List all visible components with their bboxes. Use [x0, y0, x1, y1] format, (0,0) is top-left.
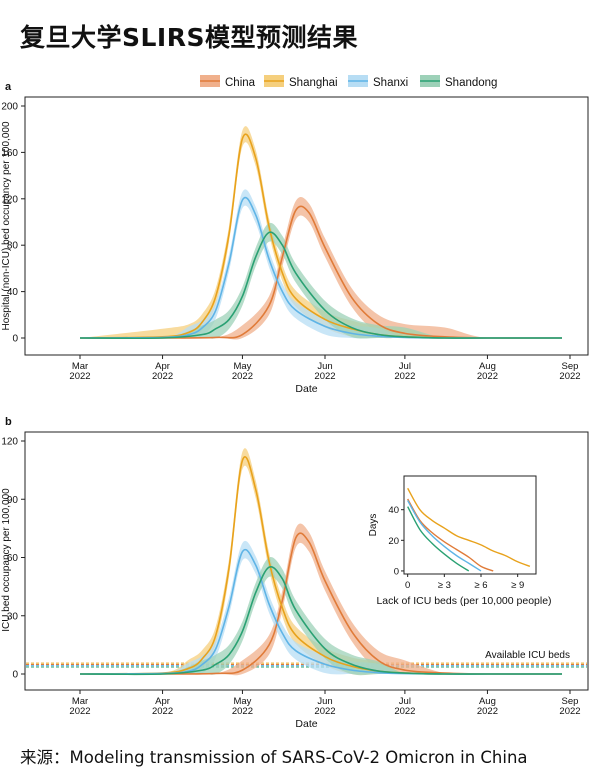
legend-item-shandong: Shandong — [420, 75, 497, 89]
y-tick-label: 200 — [1, 102, 18, 113]
x-tick-label-month: Mar — [72, 361, 88, 372]
x-tick-label-month: May — [233, 696, 251, 707]
y-tick-label: 60 — [7, 553, 19, 564]
legend-item-shanxi: Shanxi — [348, 75, 408, 89]
x-tick-label-year: 2022 — [477, 706, 498, 717]
inset-y-tick-label: 20 — [388, 536, 399, 547]
line-china — [79, 205, 563, 339]
panel-a: a04080120160200Mar2022Apr2022May2022Jun2… — [1, 81, 589, 395]
x-tick-label-year: 2022 — [394, 371, 415, 382]
legend-item-shanghai: Shanghai — [264, 75, 338, 89]
inset-line-shanghai — [407, 487, 531, 567]
x-tick-label-month: Sep — [562, 696, 579, 707]
panel-label: a — [5, 81, 12, 93]
x-tick-label-month: Aug — [479, 696, 496, 707]
y-tick-label: 80 — [7, 241, 19, 252]
inset-y-tick-label: 0 — [394, 566, 399, 577]
inset-x-tick-label: ≥ 6 — [474, 580, 487, 591]
x-tick-label-year: 2022 — [394, 706, 415, 717]
x-tick-label-month: Jul — [399, 696, 411, 707]
inset-y-tick-label: 40 — [388, 505, 399, 516]
y-tick-label: 30 — [7, 611, 19, 622]
y-tick-label: 120 — [1, 437, 18, 448]
legend-item-china: China — [200, 75, 256, 89]
panel-b: b0306090120Mar2022Apr2022May2022Jun2022J… — [1, 416, 589, 730]
y-axis-label: ICU bed occupancy per 100,000 — [1, 488, 12, 632]
series-bands — [80, 126, 562, 340]
x-tick-label-year: 2022 — [69, 371, 90, 382]
inset-y-axis-label: Days — [368, 514, 379, 537]
y-tick-label: 120 — [1, 194, 18, 205]
source-caption: 来源：Modeling transmission of SARS-CoV-2 O… — [20, 748, 528, 767]
page-title: 复旦大学SLIRS模型预测结果 — [20, 23, 358, 52]
x-tick-label-year: 2022 — [559, 706, 580, 717]
x-tick-label-year: 2022 — [232, 706, 253, 717]
y-tick-label: 90 — [7, 495, 19, 506]
x-tick-label-year: 2022 — [477, 371, 498, 382]
x-tick-label-month: Apr — [155, 696, 170, 707]
x-tick-label-month: Mar — [72, 696, 88, 707]
x-tick-label-year: 2022 — [314, 371, 335, 382]
x-tick-label-year: 2022 — [232, 371, 253, 382]
legend-label: Shanghai — [289, 77, 338, 89]
inset-x-tick-label: ≥ 9 — [511, 580, 524, 591]
x-tick-label-month: Aug — [479, 361, 496, 372]
y-axis-label: Hospital (non-ICU) bed occupancy per 100… — [1, 121, 12, 330]
legend-label: Shanxi — [373, 77, 408, 89]
x-tick-label-year: 2022 — [559, 371, 580, 382]
inset-line-china — [407, 498, 494, 572]
x-tick-label-year: 2022 — [152, 371, 173, 382]
inset-line-shanxi — [407, 500, 482, 572]
line-shandong — [79, 231, 562, 340]
y-tick-label: 40 — [7, 287, 19, 298]
x-tick-label-month: Jul — [399, 361, 411, 372]
inset-x-axis-label: Lack of ICU beds (per 10,000 people) — [376, 595, 551, 607]
x-tick-label-year: 2022 — [69, 706, 90, 717]
series-lines — [79, 456, 563, 676]
x-axis-label: Date — [295, 383, 317, 395]
inset-panel: 0 20 40 0 ≥ 3 ≥ 6 ≥ 9 Lack of ICU beds (per 10,… — [368, 475, 552, 607]
series-bands — [80, 448, 562, 676]
inset-x-tick-label: ≥ 3 — [438, 580, 451, 591]
panel-label: b — [5, 416, 12, 428]
series-lines — [79, 133, 563, 340]
line-china — [79, 532, 563, 675]
plot-frame — [24, 96, 589, 356]
x-tick-label-year: 2022 — [314, 706, 335, 717]
x-tick-label-month: Apr — [155, 361, 170, 372]
x-tick-label-year: 2022 — [152, 706, 173, 717]
x-tick-label-month: Jun — [317, 361, 332, 372]
legend: China Shanghai Shanxi Shandong — [200, 75, 497, 89]
legend-label: China — [225, 77, 256, 89]
x-tick-label-month: May — [233, 361, 251, 372]
plot-frame — [24, 431, 589, 691]
x-axis-label: Date — [295, 718, 317, 730]
legend-label: Shandong — [445, 77, 497, 89]
y-tick-label: 0 — [12, 334, 18, 345]
y-tick-label: 0 — [12, 670, 18, 681]
x-tick-label-month: Jun — [317, 696, 332, 707]
line-shandong — [79, 565, 562, 676]
annotation-available-icu-beds: Available ICU beds — [485, 650, 570, 661]
band-shandong — [80, 557, 562, 676]
y-tick-label: 160 — [1, 148, 18, 159]
x-tick-label-month: Sep — [562, 361, 579, 372]
inset-x-tick-label: 0 — [405, 580, 410, 591]
inset-line-shandong — [407, 506, 470, 572]
